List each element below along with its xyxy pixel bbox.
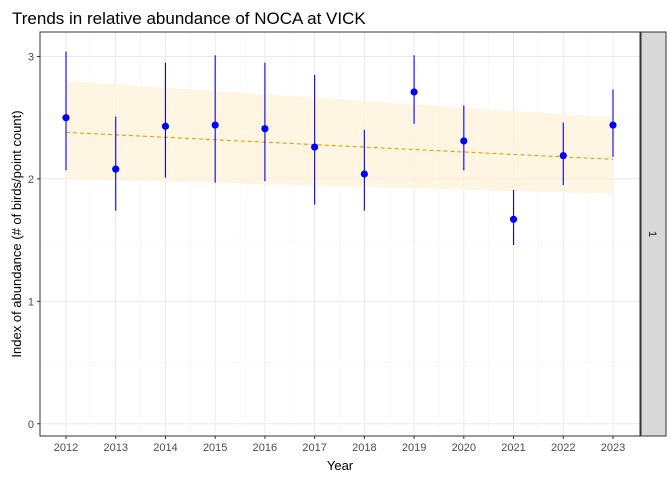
trend-confidence-band xyxy=(66,80,613,194)
x-tick-label: 2018 xyxy=(352,442,376,454)
chart-title: Trends in relative abundance of NOCA at … xyxy=(12,9,366,28)
y-tick-label: 3 xyxy=(28,51,34,63)
data-point xyxy=(62,114,70,122)
x-tick-label: 2023 xyxy=(601,442,625,454)
y-axis-title: Index of abundance (# of birds/point cou… xyxy=(9,110,24,357)
y-tick-label: 0 xyxy=(28,419,34,431)
x-tick-label: 2014 xyxy=(153,442,177,454)
data-point xyxy=(559,152,567,160)
x-tick-label: 2022 xyxy=(551,442,575,454)
facet-strip-label: 1 xyxy=(646,231,658,237)
confidence-band xyxy=(66,80,613,194)
data-point xyxy=(509,215,518,223)
x-tick-label: 2019 xyxy=(402,442,426,454)
y-tick-label: 1 xyxy=(28,296,34,308)
trend-line-group xyxy=(65,131,614,160)
y-axis: 0 1 2 3 xyxy=(28,51,40,431)
data-point xyxy=(112,165,120,173)
x-tick-label: 2013 xyxy=(103,442,127,454)
x-tick-label: 2017 xyxy=(302,442,326,454)
x-tick-label: 2016 xyxy=(253,442,277,454)
data-point xyxy=(161,122,170,130)
facet-strip: 1 xyxy=(640,31,667,437)
panel-border xyxy=(39,31,641,437)
x-axis: 2012 2013 2014 2015 2016 2017 2018 2019 2020 2021… xyxy=(54,436,625,454)
data-point xyxy=(311,143,319,151)
data-point xyxy=(460,137,468,145)
data-point xyxy=(360,170,368,178)
x-tick-label: 2015 xyxy=(203,442,227,454)
trend-line xyxy=(65,131,614,160)
data-point xyxy=(410,88,418,96)
data-points xyxy=(62,88,617,223)
data-point xyxy=(261,125,269,133)
data-point xyxy=(609,121,617,129)
y-tick-label: 2 xyxy=(28,174,34,186)
x-axis-title: Year xyxy=(327,458,354,473)
x-tick-label: 2021 xyxy=(501,442,525,454)
data-point xyxy=(211,121,219,129)
x-tick-label: 2020 xyxy=(452,442,476,454)
facet-strip-background xyxy=(640,31,667,437)
x-tick-label: 2012 xyxy=(54,442,78,454)
